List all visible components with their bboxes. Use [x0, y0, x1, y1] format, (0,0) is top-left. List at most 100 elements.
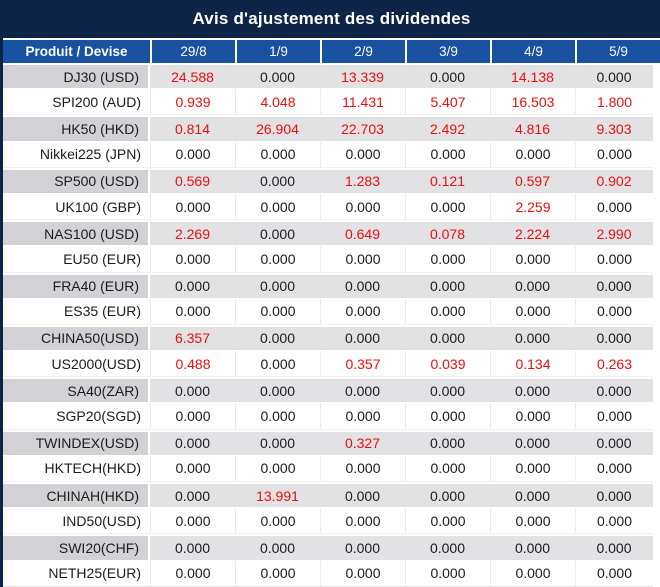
value-cell: 0.000 — [320, 246, 405, 273]
value-cell: 0.000 — [320, 560, 405, 587]
value-cell: 0.000 — [235, 455, 320, 482]
value-cell: 0.000 — [235, 298, 320, 325]
table-row: NETH25(EUR) 0.000 0.000 0.000 0.000 0.000 0.00… — [3, 560, 653, 587]
value-cell: 0.939 — [150, 89, 235, 116]
value-cell: 0.000 — [405, 141, 490, 168]
value-cell: 0.134 — [490, 351, 575, 378]
value-cell: 0.000 — [150, 272, 235, 299]
value-cell: 0.000 — [320, 298, 405, 325]
value-cell: 0.000 — [405, 403, 490, 430]
header-cell-date: 2/9 — [320, 40, 405, 63]
value-cell: 0.000 — [150, 298, 235, 325]
value-cell: 0.039 — [405, 351, 490, 378]
table-row: DJ30 (USD) 24.588 0.000 13.339 0.000 14.138 0.… — [3, 63, 653, 90]
value-cell: 24.588 — [150, 63, 235, 90]
value-cell: 0.000 — [575, 508, 653, 535]
product-cell: EU50 (EUR) — [3, 246, 150, 273]
product-cell: CHINA50(USD) — [3, 324, 150, 352]
value-cell: 0.000 — [405, 63, 490, 90]
table-row: TWINDEX(USD) 0.000 0.000 0.327 0.000 0.000 0.0… — [3, 429, 653, 456]
value-cell: 0.000 — [405, 298, 490, 325]
value-cell: 2.990 — [575, 220, 653, 247]
value-cell: 0.000 — [320, 377, 405, 404]
value-cell: 0.000 — [320, 455, 405, 482]
product-cell: DJ30 (USD) — [3, 63, 150, 90]
header-cell-date: 5/9 — [575, 40, 660, 63]
value-cell: 0.488 — [150, 351, 235, 378]
value-cell: 0.000 — [405, 193, 490, 221]
value-cell: 0.000 — [150, 193, 235, 221]
product-cell: FRA40 (EUR) — [3, 272, 150, 299]
value-cell: 0.000 — [490, 560, 575, 587]
value-cell: 0.649 — [320, 220, 405, 247]
value-cell: 0.000 — [150, 403, 235, 430]
value-cell: 0.000 — [320, 141, 405, 168]
value-cell: 0.000 — [575, 193, 653, 221]
value-cell: 0.000 — [320, 324, 405, 352]
value-cell: 0.000 — [575, 429, 653, 456]
value-cell: 1.800 — [575, 89, 653, 116]
product-cell: SA40(ZAR) — [3, 377, 150, 404]
value-cell: 0.000 — [235, 351, 320, 378]
value-cell: 14.138 — [490, 63, 575, 90]
table-row: HK50 (HKD) 0.814 26.904 22.703 2.492 4.816 9.3… — [3, 115, 653, 142]
product-cell: SWI20(CHF) — [3, 534, 150, 561]
value-cell: 2.492 — [405, 115, 490, 142]
value-cell: 0.000 — [235, 141, 320, 168]
page-title: Avis d'ajustement des dividendes — [192, 9, 471, 28]
product-cell: US2000(USD) — [3, 351, 150, 378]
table-row: IND50(USD) 0.000 0.000 0.000 0.000 0.000 0.000 — [3, 508, 653, 535]
value-cell: 0.000 — [235, 377, 320, 404]
value-cell: 0.000 — [235, 167, 320, 194]
title-divider — [3, 38, 660, 40]
value-cell: 0.000 — [150, 560, 235, 587]
value-cell: 2.269 — [150, 220, 235, 247]
value-cell: 0.000 — [490, 141, 575, 168]
table-row: SP500 (USD) 0.569 0.000 1.283 0.121 0.597 0.90… — [3, 167, 653, 194]
table-row: US2000(USD) 0.488 0.000 0.357 0.039 0.134 0.26… — [3, 351, 653, 378]
value-cell: 0.121 — [405, 167, 490, 194]
value-cell: 0.000 — [490, 429, 575, 456]
header-cell-date: 29/8 — [150, 40, 235, 63]
value-cell: 0.327 — [320, 429, 405, 456]
value-cell: 0.000 — [150, 429, 235, 456]
value-cell: 0.000 — [575, 403, 653, 430]
value-cell: 0.000 — [405, 377, 490, 404]
value-cell: 0.000 — [490, 298, 575, 325]
value-cell: 0.000 — [320, 193, 405, 221]
value-cell: 0.000 — [575, 63, 653, 90]
value-cell: 22.703 — [320, 115, 405, 142]
value-cell: 0.000 — [490, 324, 575, 352]
table-row: HKTECH(HKD) 0.000 0.000 0.000 0.000 0.000 0.00… — [3, 455, 653, 482]
value-cell: 0.000 — [490, 403, 575, 430]
value-cell: 0.000 — [150, 377, 235, 404]
value-cell: 0.000 — [320, 272, 405, 299]
value-cell: 0.000 — [575, 560, 653, 587]
value-cell: 0.000 — [575, 482, 653, 509]
value-cell: 0.000 — [235, 429, 320, 456]
value-cell: 0.000 — [405, 534, 490, 561]
value-cell: 0.902 — [575, 167, 653, 194]
product-cell: UK100 (GBP) — [3, 193, 150, 221]
value-cell: 4.048 — [235, 89, 320, 116]
table-row: UK100 (GBP) 0.000 0.000 0.000 0.000 2.259 0.00… — [3, 193, 653, 221]
value-cell: 0.000 — [575, 298, 653, 325]
value-cell: 0.000 — [235, 403, 320, 430]
value-cell: 0.000 — [405, 508, 490, 535]
value-cell: 0.000 — [405, 429, 490, 456]
value-cell: 0.000 — [490, 482, 575, 509]
value-cell: 2.224 — [490, 220, 575, 247]
table-row: SA40(ZAR) 0.000 0.000 0.000 0.000 0.000 0.000 — [3, 377, 653, 404]
value-cell: 0.000 — [235, 246, 320, 273]
value-cell: 0.000 — [405, 272, 490, 299]
value-cell: 0.000 — [235, 272, 320, 299]
value-cell: 0.000 — [575, 141, 653, 168]
value-cell: 0.263 — [575, 351, 653, 378]
value-cell: 0.000 — [235, 508, 320, 535]
value-cell: 5.407 — [405, 89, 490, 116]
table-row: EU50 (EUR) 0.000 0.000 0.000 0.000 0.000 0.000 — [3, 246, 653, 273]
value-cell: 0.000 — [405, 482, 490, 509]
value-cell: 16.503 — [490, 89, 575, 116]
value-cell: 0.000 — [575, 272, 653, 299]
